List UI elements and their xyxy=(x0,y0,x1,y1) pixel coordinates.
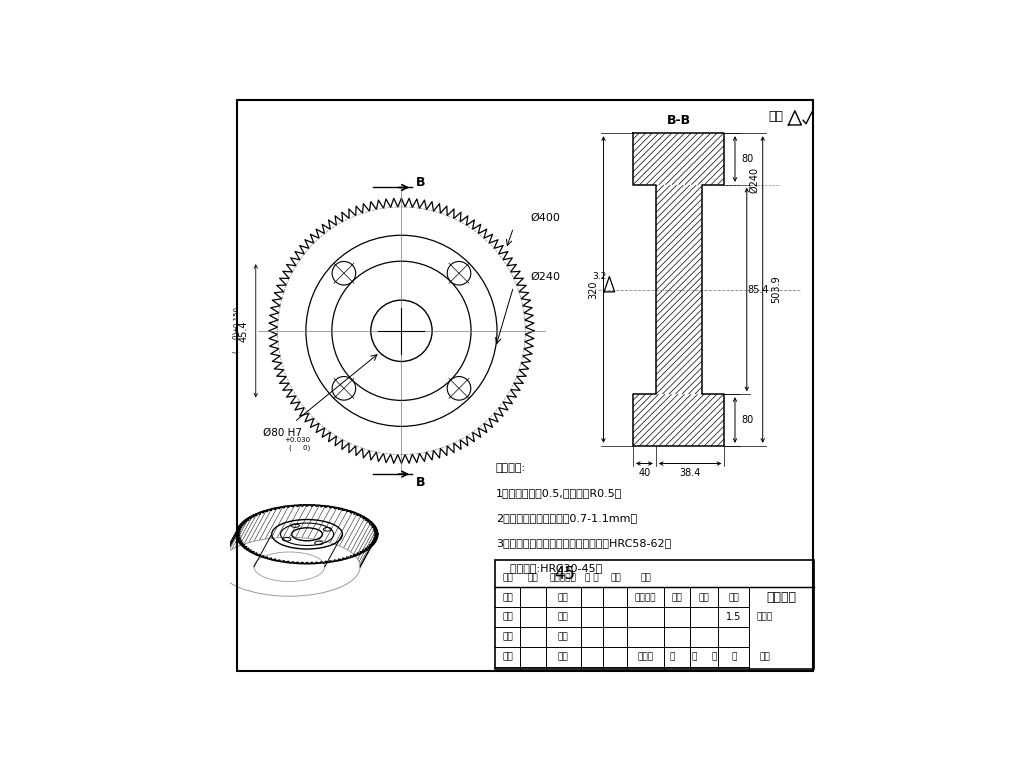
Text: 审核: 审核 xyxy=(502,653,512,661)
Text: 制图: 制图 xyxy=(502,613,512,622)
Text: 图号: 图号 xyxy=(760,653,770,661)
Text: 日期: 日期 xyxy=(558,653,569,661)
Text: 其余: 其余 xyxy=(769,110,783,123)
Text: 2、成品表面渗碳深度：0.7-1.1mm，: 2、成品表面渗碳深度：0.7-1.1mm， xyxy=(496,513,637,523)
Text: 503.9: 503.9 xyxy=(771,276,781,303)
Text: 日期: 日期 xyxy=(610,573,621,582)
Text: 38.4: 38.4 xyxy=(680,468,701,478)
Text: 更改文件号: 更改文件号 xyxy=(550,573,577,582)
Text: (     0): ( 0) xyxy=(233,332,239,353)
Text: 85.4: 85.4 xyxy=(748,284,770,294)
Text: 参数: 参数 xyxy=(641,573,651,582)
Text: 重量: 重量 xyxy=(699,593,709,602)
Bar xyxy=(495,560,814,669)
Text: 校对: 校对 xyxy=(502,633,512,641)
Text: 1.5: 1.5 xyxy=(726,612,741,622)
Text: 3、渗碳淬火低温回火后，表面硬度：HRC58-62，: 3、渗碳淬火低温回火后，表面硬度：HRC58-62， xyxy=(496,538,671,548)
Text: 批准: 批准 xyxy=(558,633,569,641)
Text: 40: 40 xyxy=(639,468,651,478)
Text: 心部硬度:HRC30-45。: 心部硬度:HRC30-45。 xyxy=(496,562,602,573)
Text: B: B xyxy=(415,476,425,489)
Text: 标准: 标准 xyxy=(558,613,569,622)
Text: 80: 80 xyxy=(742,415,754,425)
Text: 张: 张 xyxy=(731,653,736,661)
Text: 设计: 设计 xyxy=(502,593,512,602)
Text: 标记: 标记 xyxy=(502,573,512,582)
Text: (     0): ( 0) xyxy=(289,444,311,451)
Text: 3.2: 3.2 xyxy=(592,272,607,280)
Text: 处数: 处数 xyxy=(528,573,538,582)
Text: 共: 共 xyxy=(669,653,675,661)
Text: 80: 80 xyxy=(742,154,754,164)
Text: +0.150: +0.150 xyxy=(234,306,239,332)
Text: 工艺: 工艺 xyxy=(558,593,569,602)
Text: 标识号: 标识号 xyxy=(756,613,773,622)
Text: B: B xyxy=(415,176,425,189)
Text: 技术要求:: 技术要求: xyxy=(496,463,526,473)
Text: 45: 45 xyxy=(555,565,575,582)
Text: Ø400: Ø400 xyxy=(530,213,560,223)
Text: 320: 320 xyxy=(588,280,598,299)
Text: 比例: 比例 xyxy=(729,593,739,602)
Text: 图样标记: 图样标记 xyxy=(634,593,656,602)
Text: Ø240: Ø240 xyxy=(749,167,758,193)
Text: 第: 第 xyxy=(711,653,716,661)
Text: B-B: B-B xyxy=(666,113,691,126)
Text: Ø80 H7: Ø80 H7 xyxy=(262,427,301,437)
Text: Ø240: Ø240 xyxy=(530,272,560,282)
Text: 主关件: 主关件 xyxy=(638,653,654,661)
Text: 45.4: 45.4 xyxy=(239,320,249,342)
Text: 连接齿轮: 连接齿轮 xyxy=(767,591,796,604)
Text: 1、未注倒角为0.5,未注圆角R0.5，: 1、未注倒角为0.5,未注圆角R0.5， xyxy=(496,488,622,498)
Text: 签 字: 签 字 xyxy=(585,573,599,582)
Text: 版本: 版本 xyxy=(671,593,683,602)
Text: +0.030: +0.030 xyxy=(284,437,311,443)
Text: 张: 张 xyxy=(691,653,697,661)
